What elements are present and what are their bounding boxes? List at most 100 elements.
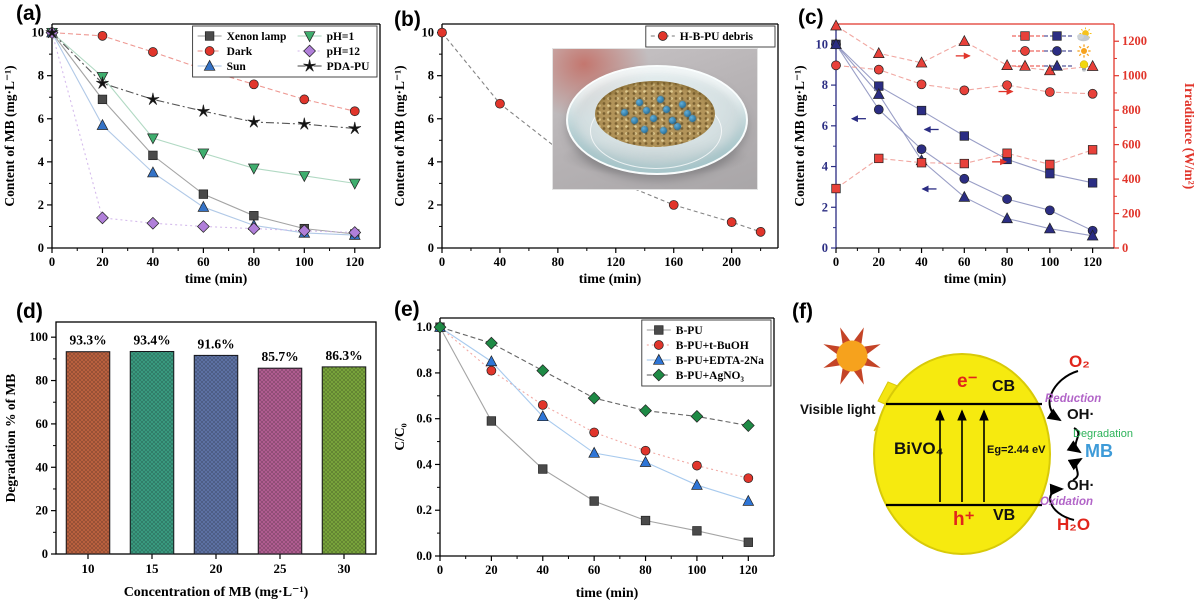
oh-radical-top-label: OH·: [1067, 406, 1095, 423]
svg-text:0: 0: [42, 547, 48, 561]
panel-c-svg: 0 20 40 60 80 100 1200246810020040060080010001…: [792, 19, 1194, 287]
svg-text:pH=1: pH=1: [327, 31, 355, 43]
mb-droplet: [683, 110, 691, 118]
valence-band-label: VB: [993, 507, 1016, 524]
svg-text:91.6%: 91.6%: [197, 336, 234, 351]
panel-d: 0 20 40 60 80 100 Concentration of MB (mg·L⁻¹)…: [0, 292, 390, 606]
panel-label-f: (f): [792, 300, 813, 323]
mb-droplet: [657, 95, 665, 103]
svg-text:0.0: 0.0: [416, 549, 432, 563]
series-sunny-irradiance: [831, 60, 1098, 99]
svg-text:10: 10: [82, 561, 95, 576]
svg-text:Concentration of MB (mg·L⁻¹): Concentration of MB (mg·L⁻¹): [124, 585, 309, 600]
svg-text:0.2: 0.2: [416, 503, 432, 517]
svg-text:120: 120: [739, 563, 758, 577]
svg-text:85.7%: 85.7%: [261, 349, 298, 364]
svg-text:0.8: 0.8: [416, 366, 432, 380]
svg-text:8: 8: [428, 69, 434, 83]
svg-text:120: 120: [1083, 255, 1102, 269]
svg-text:40: 40: [147, 255, 160, 269]
visible-light-label: Visible light: [800, 402, 876, 417]
svg-text:200: 200: [722, 255, 741, 269]
svg-text:60: 60: [588, 563, 601, 577]
svg-text:86.3%: 86.3%: [325, 348, 362, 363]
svg-text:80: 80: [639, 563, 652, 577]
svg-text:20: 20: [36, 504, 49, 518]
svg-text:100: 100: [295, 255, 314, 269]
mb-droplet: [643, 107, 650, 115]
svg-text:0: 0: [1122, 241, 1128, 255]
panel-e-svg: 0 20 40 60 80 100 120 0.0 0.2 0.4 0.6 0.8 1.0 time (m…: [392, 317, 775, 601]
panel-a-svg: 0 20 40 60 80 100 120 0 2 4 6 8 10 time (min) Content …: [2, 23, 381, 287]
bandgap-label: Eg=2.44 eV: [987, 444, 1046, 456]
svg-text:15: 15: [146, 561, 160, 576]
svg-text:2: 2: [428, 198, 434, 212]
mb-droplet: [659, 127, 667, 135]
svg-text:100: 100: [1040, 255, 1059, 269]
svg-text:30: 30: [338, 561, 351, 576]
degradation-label: Degradation: [1073, 428, 1133, 440]
mb-droplet: [650, 115, 658, 123]
reduction-label: Reduction: [1045, 393, 1102, 405]
svg-text:Sun: Sun: [227, 61, 247, 73]
svg-text:0: 0: [822, 241, 828, 255]
panel-label-c: (c): [798, 6, 824, 29]
panel-label-e: (e): [394, 298, 420, 321]
panel-label-d: (d): [16, 300, 43, 323]
panel-d-svg: 0 20 40 60 80 100 Concentration of MB (mg·L⁻¹)…: [3, 321, 377, 600]
oxygen-label: O₂: [1069, 352, 1090, 371]
bivo4-label: BiVO₄: [894, 439, 944, 458]
svg-text:40: 40: [36, 460, 49, 474]
svg-text:600: 600: [1122, 138, 1141, 152]
svg-text:60: 60: [958, 255, 971, 269]
chart-d: 0 20 40 60 80 100 Concentration of MB (mg·L⁻¹)…: [0, 292, 390, 606]
mb-droplet: [674, 123, 682, 131]
svg-text:H-B-PU debris: H-B-PU debris: [680, 31, 754, 43]
svg-text:B-PU: B-PU: [676, 325, 704, 337]
svg-text:0: 0: [49, 255, 55, 269]
svg-text:Xenon lamp: Xenon lamp: [227, 31, 287, 43]
svg-text:Content of MB (mg·L⁻¹): Content of MB (mg·L⁻¹): [792, 65, 807, 206]
panel-b: 0 40 80 120 160 200 0 2 4 6 8 10 time (min) Content o…: [390, 0, 790, 292]
svg-text:20: 20: [96, 255, 109, 269]
reaction-arrow: [1066, 427, 1082, 454]
svg-text:B-PU+AgNO₃: B-PU+AgNO₃: [676, 370, 745, 382]
hole-label: h⁺: [953, 509, 975, 530]
svg-text:time (min): time (min): [576, 586, 639, 601]
svg-text:2: 2: [38, 198, 44, 212]
svg-text:Content of MB (mg·L⁻¹): Content of MB (mg·L⁻¹): [392, 65, 407, 206]
svg-text:20: 20: [485, 563, 498, 577]
svg-text:20: 20: [210, 561, 223, 576]
svg-text:60: 60: [36, 417, 49, 431]
panel-f: (f) Visible light BiVO₄ Eg=2.44 eV e⁻ CB…: [790, 292, 1194, 606]
svg-text:0: 0: [428, 241, 434, 255]
panel-e: 0 20 40 60 80 100 120 0.0 0.2 0.4 0.6 0.8 1.0 time (m…: [390, 292, 790, 606]
svg-text:Dark: Dark: [227, 46, 253, 58]
mb-droplet: [663, 106, 671, 114]
panel-label-b: (b): [394, 8, 421, 31]
mb-droplet: [640, 125, 648, 133]
svg-text:time (min): time (min): [185, 272, 248, 287]
svg-text:1200: 1200: [1122, 34, 1147, 48]
svg-text:0.6: 0.6: [416, 412, 432, 426]
svg-text:93.3%: 93.3%: [69, 333, 106, 348]
svg-text:time (min): time (min): [579, 272, 642, 287]
mechanism-svg: [823, 327, 1083, 555]
svg-text:B-PU+t-BuOH: B-PU+t-BuOH: [676, 340, 749, 352]
svg-text:120: 120: [606, 255, 625, 269]
svg-text:10: 10: [422, 26, 435, 40]
svg-text:100: 100: [29, 330, 48, 344]
svg-text:80: 80: [36, 374, 49, 388]
svg-text:6: 6: [822, 119, 828, 133]
mechanism-diagram: [790, 292, 1194, 606]
chart-b: 0 40 80 120 160 200 0 2 4 6 8 10 time (min) Content o…: [390, 0, 790, 292]
mb-droplet: [688, 115, 696, 123]
svg-text:6: 6: [38, 112, 44, 126]
svg-text:0: 0: [439, 255, 445, 269]
conduction-band-label: CB: [992, 378, 1016, 395]
mb-droplet: [669, 117, 677, 125]
series-bulb-irradiance: [830, 19, 1099, 76]
reaction-arrow: [1067, 457, 1083, 481]
oxidation-label: Oxidation: [1040, 496, 1094, 508]
